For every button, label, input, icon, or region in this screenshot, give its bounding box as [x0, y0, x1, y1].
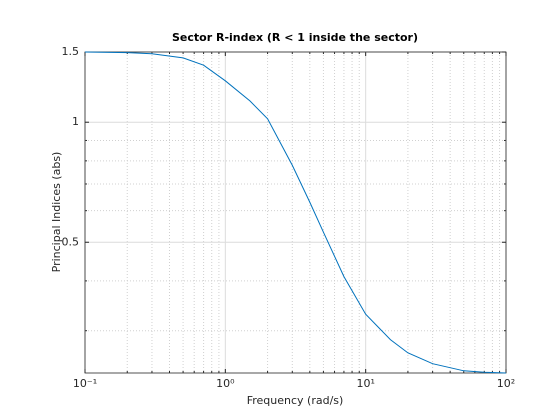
x-tick-label: 10⁰ [216, 377, 235, 390]
axes-box [84, 51, 507, 374]
y-tick-label: 0.5 [62, 235, 80, 248]
y-axis-label: Principal Indices (abs) [50, 152, 63, 273]
x-axis-label: Frequency (rad/s) [247, 394, 344, 407]
y-tick-label: 1.5 [62, 45, 80, 58]
x-tick-label: 10¹ [356, 377, 374, 390]
chart-title: Sector R-index (R < 1 inside the sector) [172, 31, 418, 44]
y-tick-label: 1 [72, 115, 79, 128]
x-tick-label: 10² [497, 377, 515, 390]
data-line [84, 51, 507, 374]
x-tick-label: 10⁻¹ [73, 377, 97, 390]
plot-area [85, 52, 506, 373]
